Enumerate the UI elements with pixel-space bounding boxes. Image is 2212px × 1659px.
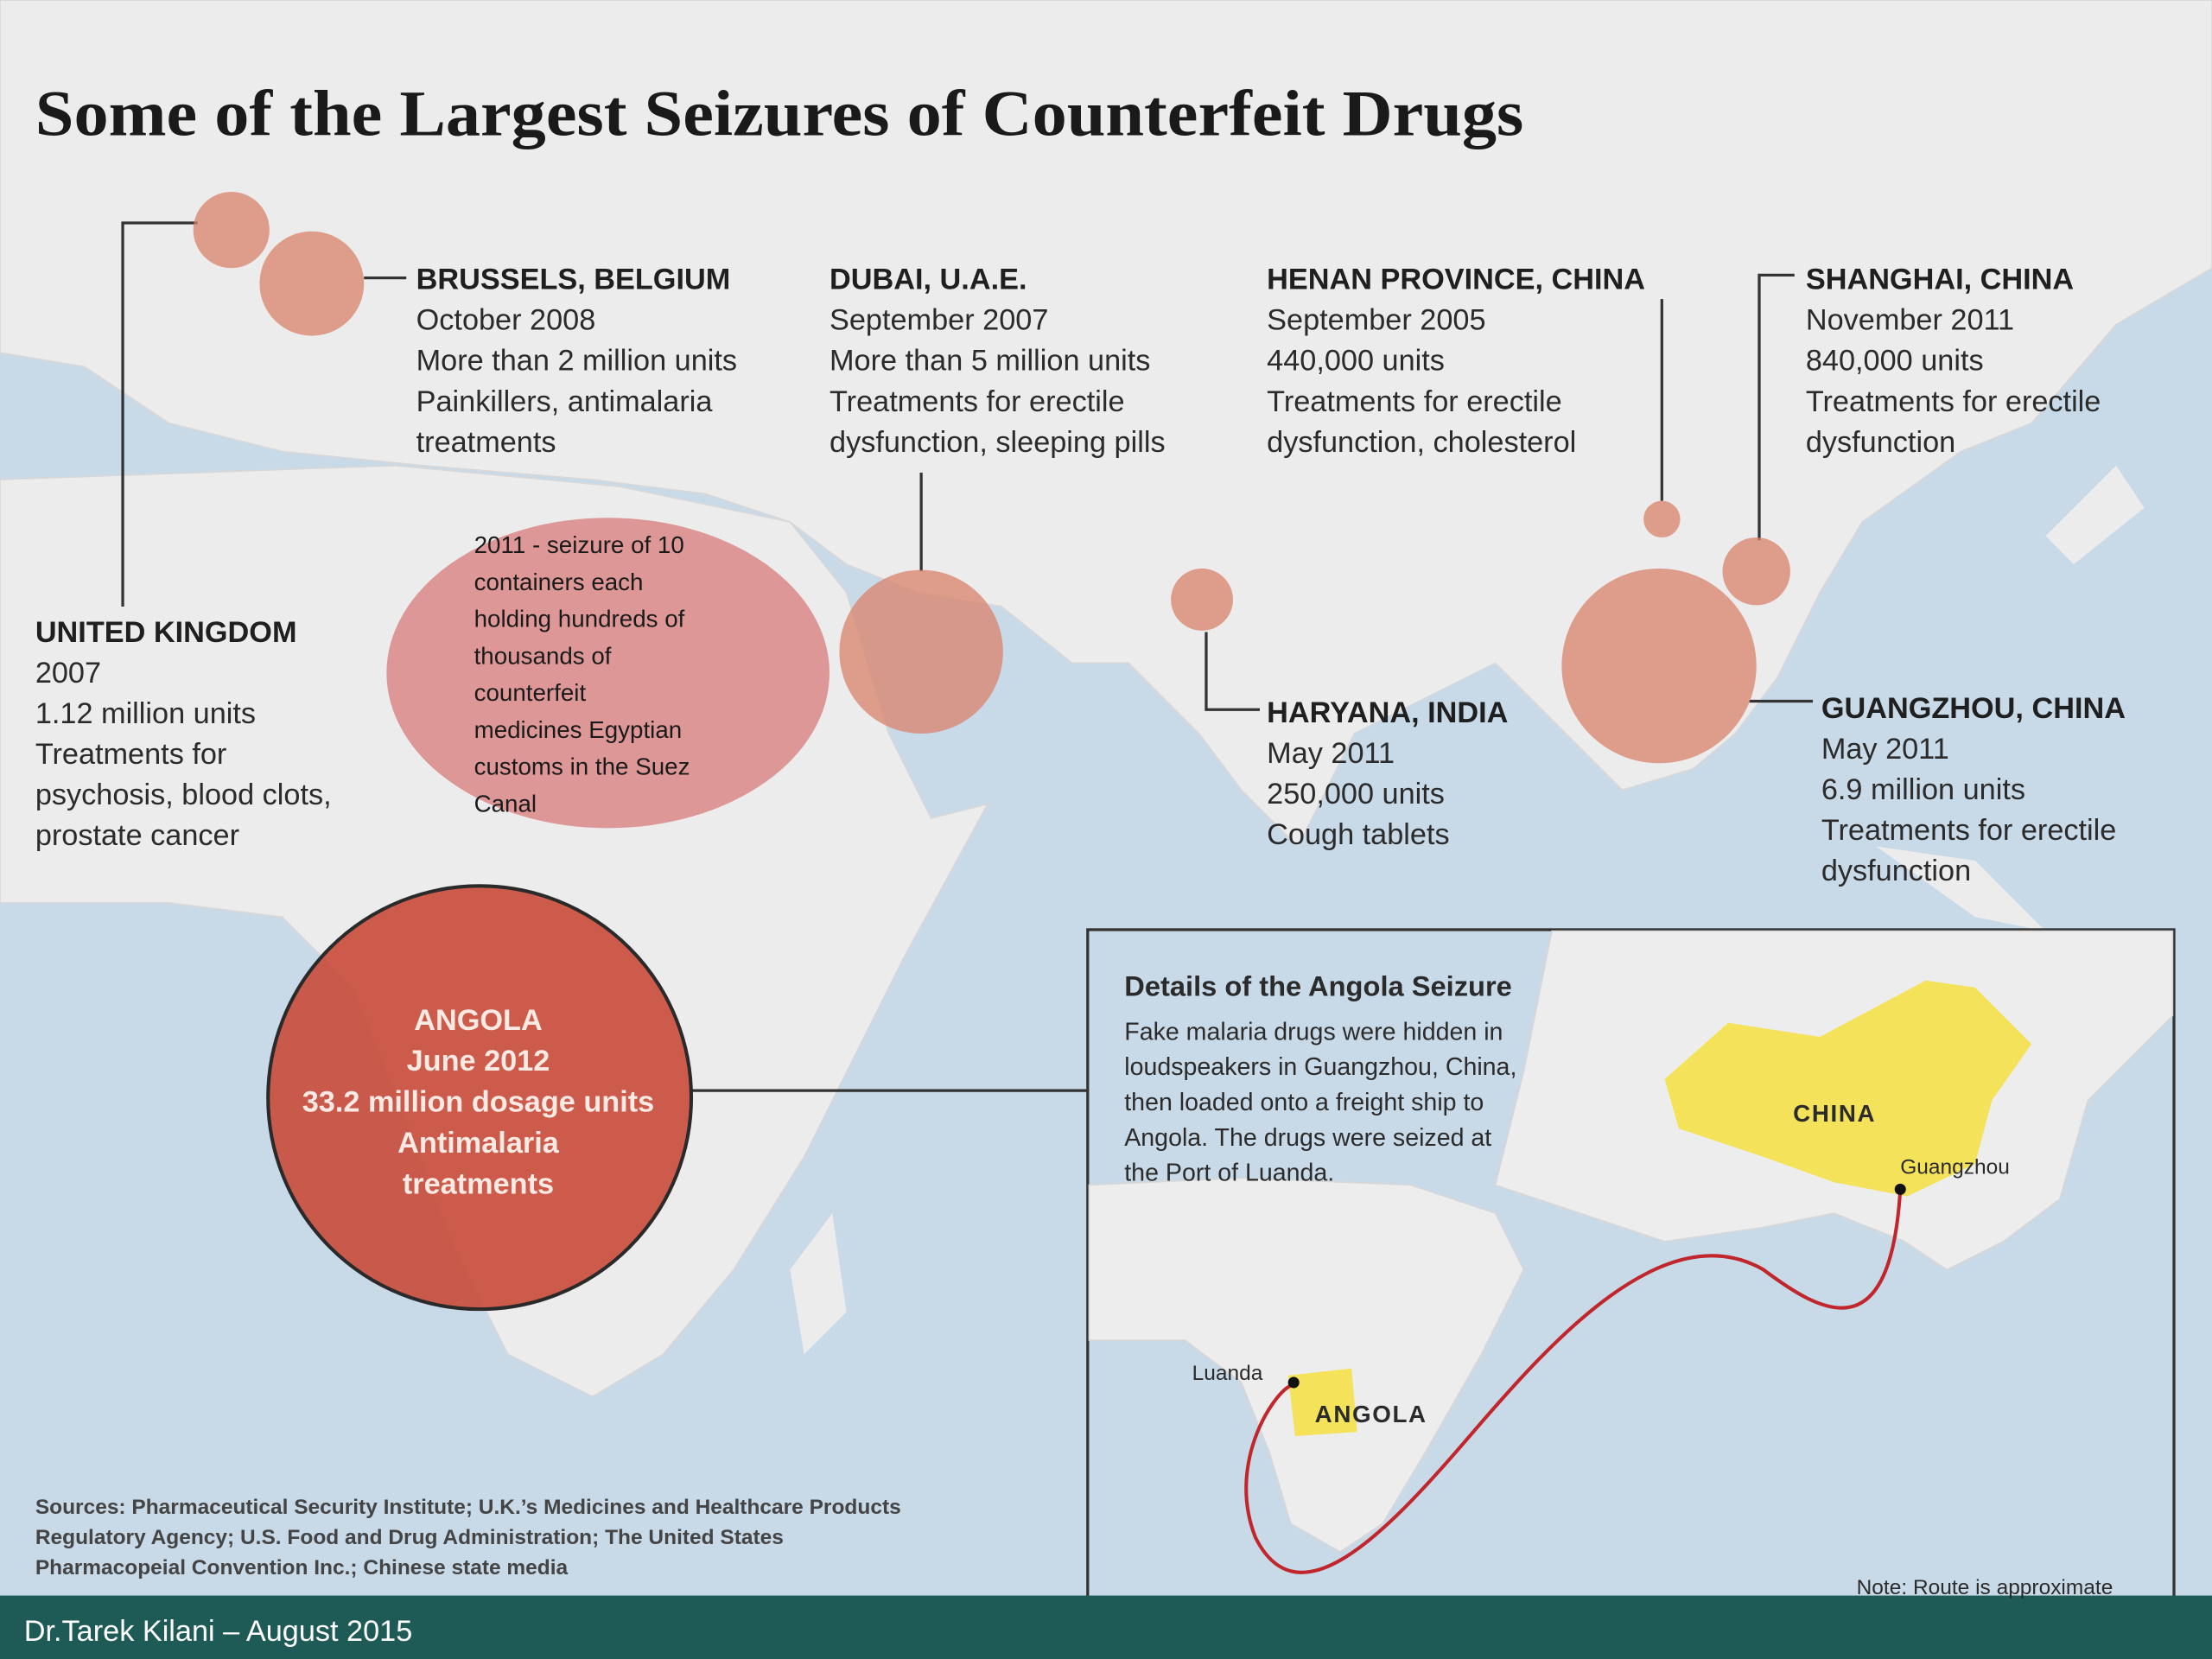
seizure-detail: 2007 [35,657,101,690]
seizure-detail: November 2011 [1806,304,2014,337]
seizure-name: UNITED KINGDOM [35,616,297,649]
seizure-detail: Painkillers, antimalaria [416,385,714,418]
seizure-detail: treatments [416,426,556,459]
leader-shanghai [1758,273,1795,541]
note-text: Canal [474,790,537,817]
note-text: thousands of [474,642,612,669]
inset-china [1664,980,2032,1197]
footer-bar [0,1595,2212,1659]
circle-shanghai [1722,537,1790,606]
seizure-detail: Treatments for erectile [1806,385,2101,418]
seizure-detail: 440,000 units [1267,345,1445,378]
angola-detail: 33.2 million dosage units [302,1086,654,1119]
dot-guangzhou [1894,1183,1906,1195]
seizure-detail: psychosis, blood clots, [35,779,332,811]
circle-dubai [839,569,1003,734]
leader-haryana [1205,632,1261,711]
seizure-detail: More than 5 million units [830,345,1150,378]
seizure-name: DUBAI, U.A.E. [830,264,1027,296]
inset-text: then loaded onto a freight ship to [1124,1089,1484,1116]
seizure-detail: 250,000 units [1267,778,1445,810]
seizure-detail: May 2011 [1267,737,1395,770]
inset-title: Details of the Angola Seizure [1124,970,1512,1002]
circle-henan [1643,500,1681,538]
seizure-detail: October 2008 [416,304,596,337]
circle-uk [193,192,270,269]
label-angola: ANGOLA [1315,1401,1427,1427]
route-note: Note: Route is approximate [1857,1576,2113,1599]
note-text: containers each [474,569,644,595]
seizure-detail: dysfunction [1806,426,1955,459]
inset-text: the Port of Luanda. [1124,1160,1334,1187]
inset [1086,928,2176,1621]
circle-haryana [1171,568,1233,631]
angola-detail: Antimalaria [397,1127,560,1160]
seizure-detail: Treatments for [35,738,227,771]
seizure-detail: Treatments for erectile [1267,385,1562,418]
circle-brussels [259,231,365,336]
seizure-detail: More than 2 million units [416,345,737,378]
seizure-name: BRUSSELS, BELGIUM [416,264,731,296]
sources: Pharmacopeial Convention Inc.; Chinese s… [35,1556,569,1580]
seizure-circles [193,192,1790,764]
seizure-detail: 840,000 units [1806,345,1984,378]
seizure-detail: Cough tablets [1267,818,1449,851]
circle-guangzhou [1561,568,1757,764]
seizure-detail: prostate cancer [35,819,239,852]
inset-text: Fake malaria drugs were hidden in [1124,1018,1503,1046]
leader-uk [121,221,198,607]
note-text: counterfeit [474,679,587,706]
seizure-detail: September 2007 [830,304,1048,337]
seizure-detail: Treatments for erectile [830,385,1125,418]
inset-text: loudspeakers in Guangzhou, China, [1124,1053,1516,1081]
seizure-name: HARYANA, INDIA [1267,696,1508,729]
dot-luanda [1287,1376,1300,1389]
seizure-detail: dysfunction, cholesterol [1267,426,1576,459]
footer: Dr.Tarek Kilani – August 2015 [24,1615,413,1648]
seizure-detail: dysfunction, sleeping pills [830,426,1166,459]
inset-text: Angola. The drugs were seized at [1124,1124,1491,1152]
seizure-name: SHANGHAI, CHINA [1806,264,2074,296]
seizure-detail: 6.9 million units [1821,773,2025,806]
note-text: 2011 - seizure of 10 [474,531,684,558]
note-ellipse [386,518,830,829]
shipping-route [1244,1189,1903,1574]
label-china: CHINA [1793,1100,1876,1127]
seizure-detail: September 2005 [1267,304,1485,337]
note-text: customs in the Suez [474,753,690,780]
seizure-name: GUANGZHOU, CHINA [1821,692,2126,725]
seizure-name: HENAN PROVINCE, CHINA [1267,264,1645,296]
label-guangzhou: Guangzhou [1900,1155,2010,1179]
inset-angola [1287,1368,1357,1437]
angola-detail: June 2012 [407,1045,550,1077]
sources: Sources: Pharmaceutical Security Institu… [35,1496,901,1519]
seizure-detail: May 2011 [1821,733,1949,766]
seizure-detail: 1.12 million units [35,697,256,730]
note-text: holding hundreds of [474,606,685,632]
angola-detail: treatments [403,1167,554,1200]
title: Some of the Largest Seizures of Counterf… [35,79,1523,150]
seizure-detail: Treatments for erectile [1821,814,2117,847]
angola-name: ANGOLA [414,1004,542,1037]
sources: Regulatory Agency; U.S. Food and Drug Ad… [35,1526,784,1549]
note-text: medicines Egyptian [474,716,683,743]
label-luanda: Luanda [1192,1362,1263,1385]
circle-angola [266,884,694,1312]
seizure-detail: dysfunction [1821,855,1971,887]
